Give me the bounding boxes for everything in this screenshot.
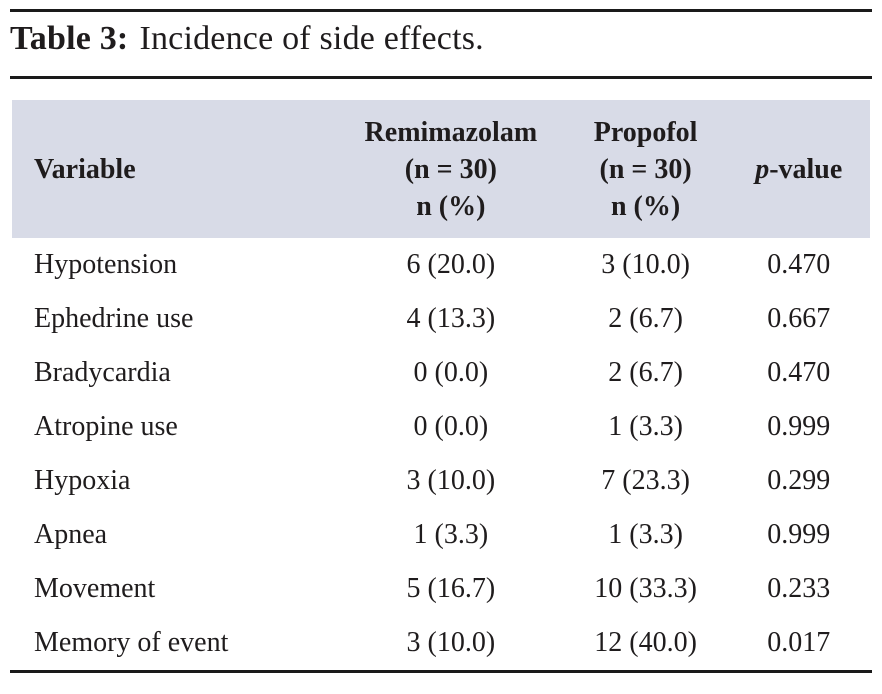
header-propofol-n: (n = 30)	[599, 153, 692, 185]
p-value-cell: 0.470	[767, 249, 831, 280]
caption-rule	[10, 76, 872, 79]
header-p-value: p-value	[728, 151, 870, 188]
p-value-cell: 0.299	[767, 465, 831, 496]
variable-cell: Bradycardia	[34, 357, 171, 388]
table-number-label: Table 3:	[10, 20, 129, 57]
table-row: Atropine use 0 (0.0) 1 (3.3) 0.999	[12, 400, 870, 454]
header-remimazolam-unit: n (%)	[416, 190, 486, 222]
header-propofol-unit: n (%)	[610, 190, 681, 222]
remimazolam-cell: 4 (13.3)	[406, 303, 496, 334]
variable-cell: Ephedrine use	[34, 303, 194, 334]
propofol-cell: 1 (3.3)	[608, 411, 683, 442]
table-row: Hypotension 6 (20.0) 3 (10.0) 0.470	[12, 238, 870, 292]
p-value-cell: 0.017	[767, 627, 831, 658]
variable-cell: Hypotension	[34, 249, 178, 280]
header-variable: Variable	[34, 153, 136, 185]
remimazolam-cell: 1 (3.3)	[413, 519, 489, 550]
variable-cell: Hypoxia	[34, 465, 131, 496]
p-value-cell: 0.233	[767, 573, 831, 604]
remimazolam-cell: 6 (20.0)	[406, 249, 496, 280]
variable-cell: Memory of event	[34, 627, 229, 658]
table-row: Ephedrine use 4 (13.3) 2 (6.7) 0.667	[12, 292, 870, 346]
header-remimazolam: Remimazolam (n = 30) n (%)	[338, 114, 564, 225]
propofol-cell: 10 (33.3)	[594, 573, 697, 604]
header-remimazolam-name: Remimazolam	[364, 116, 538, 148]
p-italic: p	[755, 153, 770, 185]
propofol-cell: 3 (10.0)	[601, 249, 690, 280]
propofol-cell: 7 (23.3)	[601, 465, 690, 496]
variable-cell: Apnea	[34, 519, 108, 550]
header-propofol: Propofol (n = 30) n (%)	[564, 114, 728, 225]
p-value-cell: 0.667	[767, 303, 831, 334]
bottom-rule	[10, 670, 872, 673]
table-caption: Incidence of side effects.	[139, 20, 484, 57]
remimazolam-cell: 0 (0.0)	[413, 411, 489, 442]
p-value-cell: 0.999	[767, 411, 831, 442]
header-remimazolam-n: (n = 30)	[404, 153, 497, 185]
top-rule	[10, 9, 872, 12]
propofol-cell: 2 (6.7)	[608, 357, 683, 388]
remimazolam-cell: 0 (0.0)	[413, 357, 489, 388]
table-row: Apnea 1 (3.3) 1 (3.3) 0.999	[12, 508, 870, 562]
variable-cell: Atropine use	[34, 411, 178, 442]
table-row: Hypoxia 3 (10.0) 7 (23.3) 0.299	[12, 454, 870, 508]
table-row: Bradycardia 0 (0.0) 2 (6.7) 0.470	[12, 346, 870, 400]
remimazolam-cell: 3 (10.0)	[406, 465, 496, 496]
header-propofol-name: Propofol	[593, 116, 698, 148]
side-effects-table: Variable Remimazolam (n = 30) n (%) Prop…	[12, 100, 870, 670]
variable-cell: Movement	[34, 573, 156, 604]
remimazolam-cell: 3 (10.0)	[406, 627, 496, 658]
remimazolam-cell: 5 (16.7)	[406, 573, 496, 604]
table-row: Memory of event 3 (10.0) 12 (40.0) 0.017	[12, 616, 870, 670]
propofol-cell: 1 (3.3)	[608, 519, 683, 550]
table-title: Table 3: Incidence of side effects.	[10, 20, 484, 58]
p-value-cell: 0.470	[767, 357, 831, 388]
propofol-cell: 2 (6.7)	[608, 303, 683, 334]
propofol-cell: 12 (40.0)	[594, 627, 697, 658]
p-value-cell: 0.999	[767, 519, 831, 550]
table-row: Movement 5 (16.7) 10 (33.3) 0.233	[12, 562, 870, 616]
table-header-row: Variable Remimazolam (n = 30) n (%) Prop…	[12, 100, 870, 238]
p-rest: -value	[769, 153, 843, 185]
